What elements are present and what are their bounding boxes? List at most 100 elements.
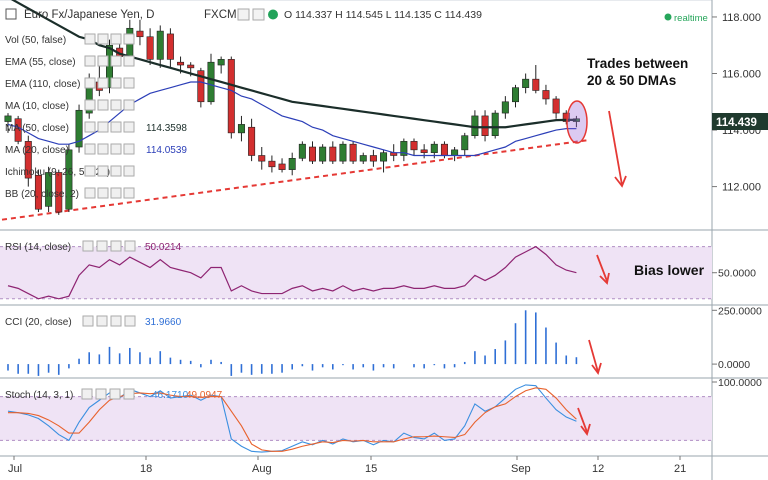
settings-icon[interactable] bbox=[84, 121, 96, 133]
hide-icon[interactable] bbox=[97, 143, 109, 155]
hide-icon[interactable] bbox=[97, 33, 109, 45]
add-icon[interactable] bbox=[110, 143, 122, 155]
candle-body bbox=[166, 33, 174, 60]
remove-icon[interactable] bbox=[123, 77, 135, 89]
cci-label: CCI (20, close) bbox=[5, 317, 72, 328]
remove-icon[interactable] bbox=[123, 55, 135, 67]
candle-body bbox=[308, 146, 316, 162]
collapse-icon[interactable] bbox=[5, 8, 17, 20]
candle bbox=[359, 152, 367, 164]
cci-controls[interactable] bbox=[82, 315, 136, 327]
candle bbox=[522, 73, 530, 94]
stoch-d-value: 49.0947 bbox=[186, 390, 223, 401]
candle-body bbox=[329, 146, 337, 162]
candle bbox=[481, 110, 489, 142]
settings-icon[interactable] bbox=[84, 143, 96, 155]
candle bbox=[217, 56, 225, 74]
settings-icon[interactable] bbox=[84, 77, 96, 89]
candle bbox=[166, 28, 174, 68]
candle-body bbox=[430, 143, 438, 153]
candle bbox=[268, 155, 276, 173]
settings-icon[interactable] bbox=[84, 187, 96, 199]
candle bbox=[227, 56, 235, 139]
candle bbox=[197, 67, 205, 108]
candle-body bbox=[65, 149, 73, 210]
time-axis-label: 15 bbox=[365, 463, 377, 475]
candle-body bbox=[410, 141, 418, 151]
add-icon[interactable] bbox=[110, 187, 122, 199]
time-axis-label: Sep bbox=[511, 463, 531, 475]
rsi-axis-label: 50.0000 bbox=[718, 268, 756, 280]
candle bbox=[136, 19, 144, 46]
candle bbox=[4, 113, 12, 133]
candle-body bbox=[24, 141, 32, 179]
candle-body bbox=[440, 143, 448, 156]
time-axis-label: Jul bbox=[8, 463, 22, 475]
remove-icon[interactable] bbox=[123, 99, 135, 111]
stoch-controls[interactable] bbox=[81, 388, 135, 400]
indicator-row: Vol (50, false) bbox=[5, 33, 135, 46]
hide-icon[interactable] bbox=[97, 99, 109, 111]
candle bbox=[34, 169, 42, 213]
ma50-line bbox=[10, 0, 577, 129]
hide-icon[interactable] bbox=[97, 187, 109, 199]
remove-icon[interactable] bbox=[123, 121, 135, 133]
time-axis-label: 18 bbox=[140, 463, 152, 475]
candle-body bbox=[55, 172, 63, 213]
candle-body bbox=[380, 152, 388, 162]
candle bbox=[45, 166, 53, 213]
remove-icon[interactable] bbox=[123, 33, 135, 45]
rsi-value: 50.0214 bbox=[145, 242, 182, 253]
candle bbox=[146, 28, 154, 66]
symbol-title: Euro Fx/Japanese Yen, D bbox=[24, 9, 154, 21]
remove-icon[interactable] bbox=[123, 165, 135, 177]
cci-legend: CCI (20, close) 31.9660 bbox=[5, 315, 182, 328]
candle-body bbox=[146, 36, 154, 60]
add-icon[interactable] bbox=[110, 99, 122, 111]
annotation-trades-line2: 20 & 50 DMAs bbox=[587, 73, 676, 88]
indicator-row: MA (10, close) bbox=[5, 99, 135, 112]
add-icon[interactable] bbox=[110, 165, 122, 177]
add-icon[interactable] bbox=[110, 77, 122, 89]
stoch-label: Stoch (14, 3, 1) bbox=[5, 390, 73, 401]
add-icon[interactable] bbox=[110, 33, 122, 45]
candle bbox=[511, 84, 519, 108]
candle-body bbox=[34, 174, 42, 210]
candle-body bbox=[268, 160, 276, 168]
add-icon[interactable] bbox=[110, 121, 122, 133]
hide-icon[interactable] bbox=[97, 121, 109, 133]
annotation-trades-line1: Trades between bbox=[587, 56, 688, 71]
hide-icon[interactable] bbox=[97, 77, 109, 89]
candle bbox=[319, 144, 327, 164]
hide-icon[interactable] bbox=[97, 55, 109, 67]
candle-body bbox=[491, 112, 499, 137]
candle bbox=[369, 149, 377, 167]
hide-icon[interactable] bbox=[97, 165, 109, 177]
chart-header: Euro Fx/Japanese Yen, D FXCM O 114.337 H… bbox=[5, 8, 708, 24]
candle-body bbox=[319, 146, 327, 162]
candle-body bbox=[217, 59, 225, 66]
candle bbox=[542, 84, 550, 105]
rsi-line bbox=[7, 245, 577, 300]
candle-body bbox=[288, 158, 296, 170]
candle bbox=[461, 132, 469, 156]
remove-icon[interactable] bbox=[123, 143, 135, 155]
candle-body bbox=[481, 115, 489, 137]
candle-body bbox=[237, 124, 245, 134]
candle-body bbox=[522, 78, 530, 88]
rsi-controls[interactable] bbox=[82, 240, 136, 252]
candle bbox=[237, 115, 245, 142]
indicator-label: Vol (50, false) bbox=[5, 35, 66, 46]
settings-icon[interactable] bbox=[84, 99, 96, 111]
header-controls[interactable] bbox=[237, 8, 278, 21]
remove-icon[interactable] bbox=[123, 187, 135, 199]
settings-icon[interactable] bbox=[84, 165, 96, 177]
settings-icon[interactable] bbox=[84, 55, 96, 67]
price-axis-label: 116.000 bbox=[722, 69, 761, 81]
time-axis-label: Aug bbox=[252, 463, 272, 475]
candle bbox=[14, 115, 22, 145]
settings-icon[interactable] bbox=[84, 33, 96, 45]
candle-body bbox=[227, 59, 235, 134]
add-icon[interactable] bbox=[110, 55, 122, 67]
arrow-down-icon bbox=[577, 407, 591, 436]
